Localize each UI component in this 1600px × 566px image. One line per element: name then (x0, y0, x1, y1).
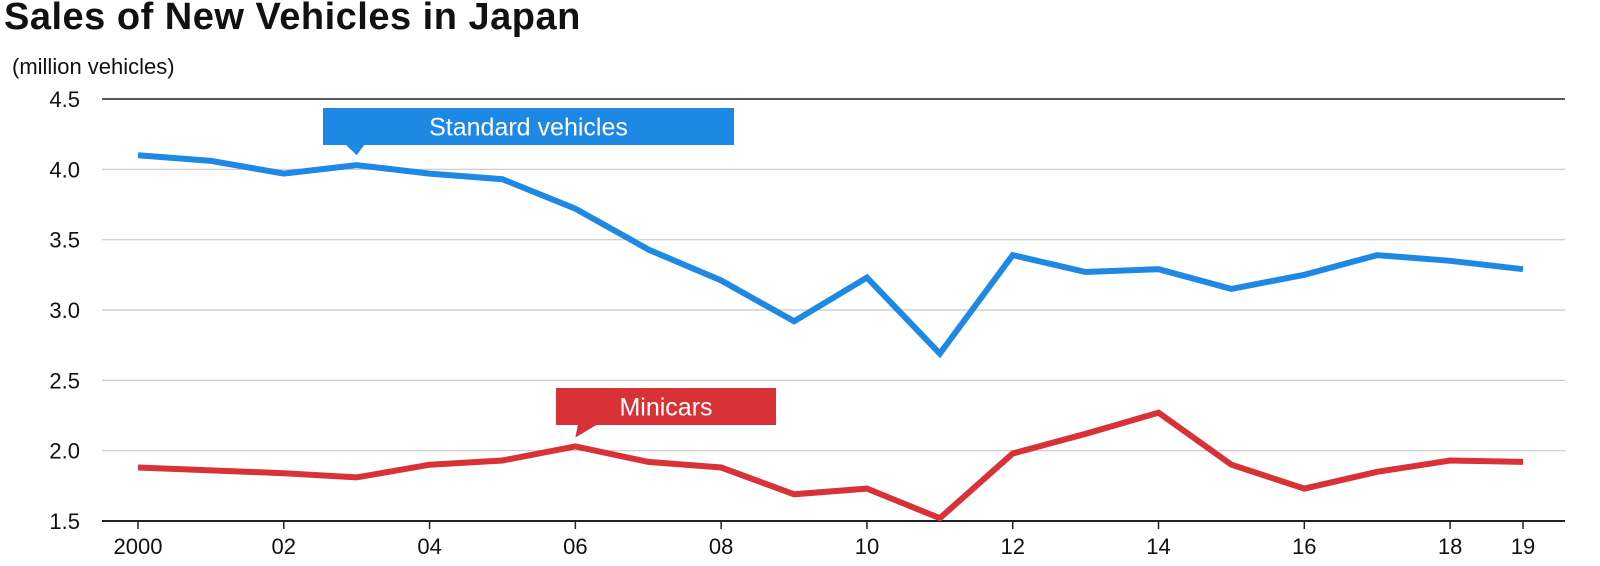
y-tick-label: 1.5 (49, 509, 80, 534)
y-tick-label: 2.5 (49, 368, 80, 393)
x-tick-label: 16 (1292, 534, 1316, 559)
x-tick-label: 08 (709, 534, 733, 559)
x-tick-label: 12 (1000, 534, 1024, 559)
y-axis-unit-label: (million vehicles) (12, 54, 175, 79)
chart-title: Sales of New Vehicles in Japan (4, 0, 581, 38)
x-axis-ticks: 2000 02 04 06 08 10 12 14 16 18 19 (114, 521, 1535, 559)
callout-box (323, 108, 734, 145)
gridlines (102, 98, 1565, 522)
x-tick-label: 06 (563, 534, 587, 559)
y-tick-label: 4.0 (49, 157, 80, 182)
x-tick-label: 14 (1146, 534, 1170, 559)
callout-box (556, 388, 776, 425)
x-tick-label: 19 (1511, 534, 1535, 559)
series-callout-1: Minicars (556, 388, 776, 438)
series-line-0 (137, 152, 1524, 359)
y-axis-ticks: 4.5 4.0 3.5 3.0 2.5 2.0 1.5 (49, 87, 80, 534)
y-tick-label: 3.5 (49, 228, 80, 253)
series-label: Standard vehicles (429, 114, 628, 142)
x-tick-label: 04 (417, 534, 441, 559)
series-line-1 (137, 409, 1524, 522)
x-tick-label: 18 (1438, 534, 1462, 559)
x-tick-label: 02 (272, 534, 296, 559)
y-tick-label: 2.0 (49, 439, 80, 464)
callout-pointer (575, 424, 598, 438)
series-callouts: Standard vehicles Minicars (323, 108, 776, 438)
y-tick-label: 3.0 (49, 298, 80, 323)
callout-pointer (345, 144, 365, 156)
series-callout-0: Standard vehicles (323, 108, 734, 156)
x-tick-label: 10 (855, 534, 879, 559)
series-lines (137, 152, 1524, 522)
x-tick-label: 2000 (114, 534, 163, 559)
y-tick-label: 4.5 (49, 87, 80, 112)
series-label: Minicars (619, 394, 712, 422)
